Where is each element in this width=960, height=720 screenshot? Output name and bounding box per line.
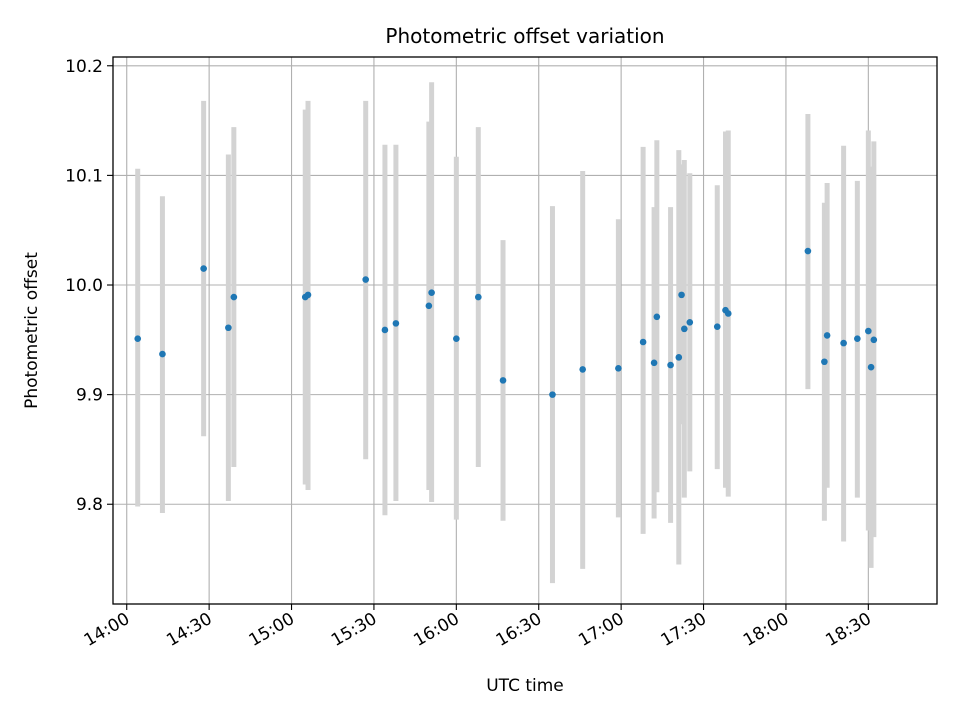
x-tick-label: 15:00 bbox=[246, 609, 298, 651]
x-tick-label: 15:30 bbox=[328, 609, 380, 651]
data-point bbox=[392, 320, 400, 327]
data-point bbox=[615, 365, 622, 372]
data-point bbox=[134, 335, 142, 343]
data-point bbox=[681, 325, 688, 333]
data-point bbox=[686, 318, 694, 326]
x-tick-label: 16:30 bbox=[493, 609, 545, 651]
x-tick-label: 18:00 bbox=[740, 609, 792, 651]
x-axis-title: UTC time bbox=[486, 676, 564, 696]
data-point bbox=[428, 289, 435, 296]
data-point bbox=[653, 313, 661, 321]
data-point bbox=[579, 366, 586, 373]
data-point bbox=[200, 265, 207, 272]
data-point bbox=[159, 350, 166, 358]
grid-layer bbox=[113, 57, 937, 604]
data-point bbox=[650, 359, 658, 367]
x-tick-label: 14:00 bbox=[81, 609, 133, 651]
data-point bbox=[381, 326, 389, 334]
data-point bbox=[823, 332, 831, 339]
chart-title: Photometric offset variation bbox=[385, 24, 664, 48]
data-points bbox=[134, 247, 878, 398]
data-point bbox=[821, 358, 828, 366]
data-point bbox=[304, 291, 312, 299]
data-point bbox=[804, 247, 812, 255]
data-point bbox=[865, 327, 872, 335]
data-point bbox=[870, 336, 878, 344]
data-point bbox=[362, 276, 369, 283]
data-point bbox=[675, 354, 683, 361]
y-tick-label: 10.0 bbox=[65, 276, 103, 296]
data-point bbox=[499, 377, 507, 384]
data-point bbox=[840, 339, 847, 347]
data-point bbox=[854, 335, 861, 343]
data-point bbox=[639, 338, 647, 346]
data-point bbox=[724, 310, 732, 317]
plot-frame bbox=[112, 56, 938, 605]
data-point bbox=[667, 361, 674, 369]
data-point bbox=[549, 391, 556, 398]
y-axis-title: Photometric offset bbox=[22, 252, 42, 409]
data-point bbox=[867, 363, 875, 371]
data-point bbox=[713, 323, 721, 330]
error-bars bbox=[135, 82, 877, 584]
x-tick-label: 16:00 bbox=[410, 609, 462, 651]
data-point bbox=[230, 293, 238, 301]
y-tick-label: 9.9 bbox=[76, 386, 103, 406]
tick-layer: 14:00 14:30 15:00 15:30 16:00 16:30 17:00 17:30… bbox=[65, 57, 875, 651]
data-point bbox=[678, 291, 685, 299]
y-tick-label: 9.8 bbox=[76, 495, 103, 515]
x-tick-label: 17:30 bbox=[658, 609, 710, 651]
data-point bbox=[425, 302, 433, 310]
x-tick-label: 14:30 bbox=[163, 609, 215, 651]
data-point bbox=[475, 293, 482, 301]
x-tick-label: 18:30 bbox=[822, 609, 874, 651]
x-tick-label: 17:00 bbox=[575, 609, 627, 651]
y-tick-label: 10.1 bbox=[65, 166, 103, 186]
y-tick-label: 10.2 bbox=[65, 57, 103, 77]
data-point bbox=[453, 335, 460, 343]
data-point bbox=[225, 324, 232, 332]
